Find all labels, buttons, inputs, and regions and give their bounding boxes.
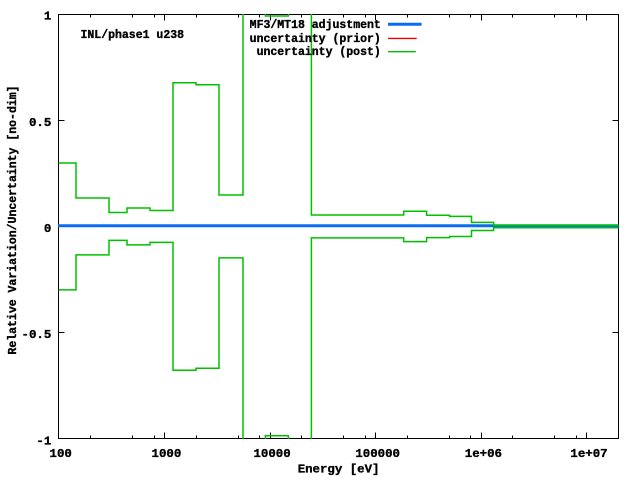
svg-text:MF3/MT18 adjustment: MF3/MT18 adjustment — [250, 19, 381, 32]
svg-text:10000: 10000 — [254, 447, 291, 461]
svg-text:Relative Variation/Uncertainty: Relative Variation/Uncertainty [no-dim] — [7, 85, 20, 354]
svg-text:100: 100 — [50, 447, 72, 461]
svg-text:uncertainty (prior): uncertainty (prior) — [250, 33, 381, 46]
svg-text:100000: 100000 — [355, 447, 400, 461]
svg-text:0: 0 — [44, 222, 51, 236]
svg-text:1: 1 — [44, 9, 51, 23]
svg-text:Energy [eV]: Energy [eV] — [298, 463, 380, 477]
svg-text:0.5: 0.5 — [29, 116, 51, 130]
svg-text:-1: -1 — [36, 434, 51, 448]
svg-text:-0.5: -0.5 — [22, 328, 52, 342]
svg-text:uncertainty (post): uncertainty (post) — [257, 46, 381, 59]
svg-text:1000: 1000 — [152, 447, 182, 461]
svg-text:1e+07: 1e+07 — [570, 447, 607, 461]
svg-text:INL/phase1 u238: INL/phase1 u238 — [81, 29, 185, 42]
svg-text:1e+06: 1e+06 — [465, 447, 502, 461]
